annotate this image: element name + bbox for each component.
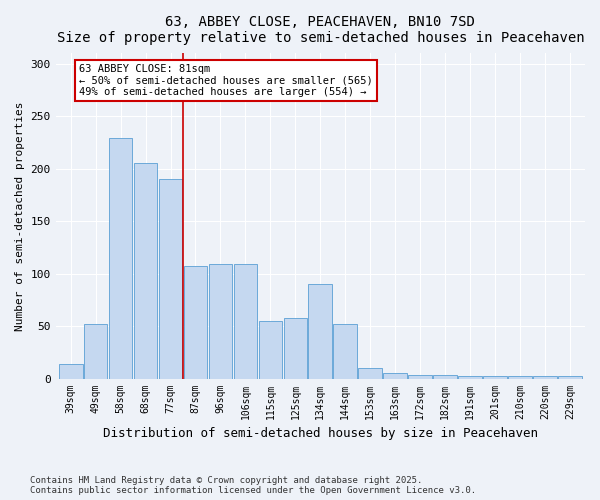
Bar xyxy=(334,324,357,378)
Bar xyxy=(134,164,157,378)
Title: 63, ABBEY CLOSE, PEACEHAVEN, BN10 7SD
Size of property relative to semi-detached: 63, ABBEY CLOSE, PEACEHAVEN, BN10 7SD Si… xyxy=(56,15,584,45)
Bar xyxy=(458,376,482,378)
Bar xyxy=(533,376,557,378)
Bar xyxy=(409,376,432,378)
Bar xyxy=(558,376,582,378)
Y-axis label: Number of semi-detached properties: Number of semi-detached properties xyxy=(15,101,25,330)
Bar xyxy=(184,266,208,378)
Bar xyxy=(308,284,332,378)
Bar xyxy=(284,318,307,378)
Bar xyxy=(233,264,257,378)
Bar xyxy=(158,179,182,378)
Bar xyxy=(259,321,282,378)
Bar xyxy=(508,376,532,378)
Text: Contains HM Land Registry data © Crown copyright and database right 2025.
Contai: Contains HM Land Registry data © Crown c… xyxy=(30,476,476,495)
Bar xyxy=(59,364,83,378)
Bar xyxy=(358,368,382,378)
Text: 63 ABBEY CLOSE: 81sqm
← 50% of semi-detached houses are smaller (565)
49% of sem: 63 ABBEY CLOSE: 81sqm ← 50% of semi-deta… xyxy=(79,64,373,97)
Bar xyxy=(433,376,457,378)
Bar xyxy=(483,376,507,378)
Bar xyxy=(109,138,133,378)
Bar xyxy=(383,374,407,378)
Bar xyxy=(84,324,107,378)
Bar xyxy=(209,264,232,378)
X-axis label: Distribution of semi-detached houses by size in Peacehaven: Distribution of semi-detached houses by … xyxy=(103,427,538,440)
